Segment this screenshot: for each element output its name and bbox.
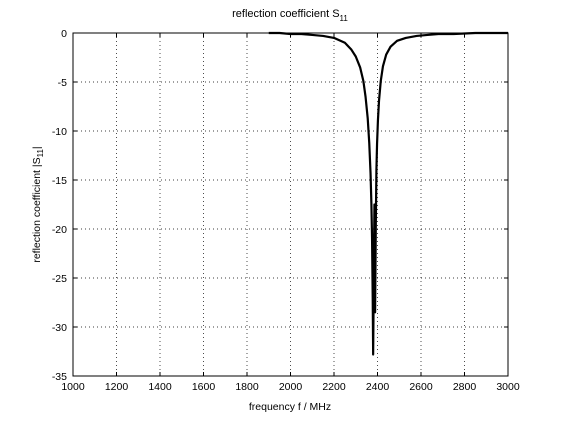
- x-tick-label: 2000: [279, 381, 303, 393]
- x-tick-label: 1000: [61, 381, 85, 393]
- x-tick-label: 2200: [322, 381, 346, 393]
- y-tick-label: -30: [52, 322, 67, 334]
- chart-title-subscript: 11: [340, 14, 349, 23]
- grid-lines: [73, 33, 508, 376]
- plot-background: [73, 33, 508, 376]
- x-tick-label: 1600: [192, 381, 216, 393]
- x-tick-labels: 1000 1200 1400 1600 1800 2000 2200 2400 2600 2800…: [61, 381, 520, 393]
- series-line-s11: [268, 31, 508, 356]
- x-tick-label: 2400: [366, 381, 390, 393]
- y-axis-title: reflection coefficient |S11|: [31, 146, 45, 262]
- y-tick-label: -15: [52, 175, 67, 187]
- y-tick-label: -25: [52, 273, 67, 285]
- x-tick-label: 1800: [235, 381, 259, 393]
- chart-title: reflection coefficient S11: [232, 8, 348, 23]
- y-tick-label: -10: [52, 126, 67, 138]
- x-axis-title: frequency f / MHz: [249, 401, 331, 413]
- y-tick-label: 0: [61, 28, 67, 40]
- y-tick-label: -5: [58, 77, 67, 89]
- chart-title-main: reflection coefficient S: [232, 8, 339, 20]
- y-axis-title-end: |: [31, 146, 43, 149]
- x-tick-label: 1400: [148, 381, 172, 393]
- y-axis-title-subscript: 11: [36, 149, 45, 158]
- plot-frame: [72, 32, 509, 377]
- y-tick-label: -20: [52, 224, 67, 236]
- x-tick-label: 2800: [453, 381, 477, 393]
- y-axis-title-main: reflection coefficient |S: [31, 157, 43, 262]
- x-tick-label: 3000: [496, 381, 520, 393]
- y-tick-label: -35: [52, 371, 67, 383]
- y-tick-labels: 0 -5 -10 -15 -20 -25 -30 -35: [52, 28, 67, 383]
- x-tick-label: 1200: [105, 381, 129, 393]
- x-tick-label: 2600: [409, 381, 433, 393]
